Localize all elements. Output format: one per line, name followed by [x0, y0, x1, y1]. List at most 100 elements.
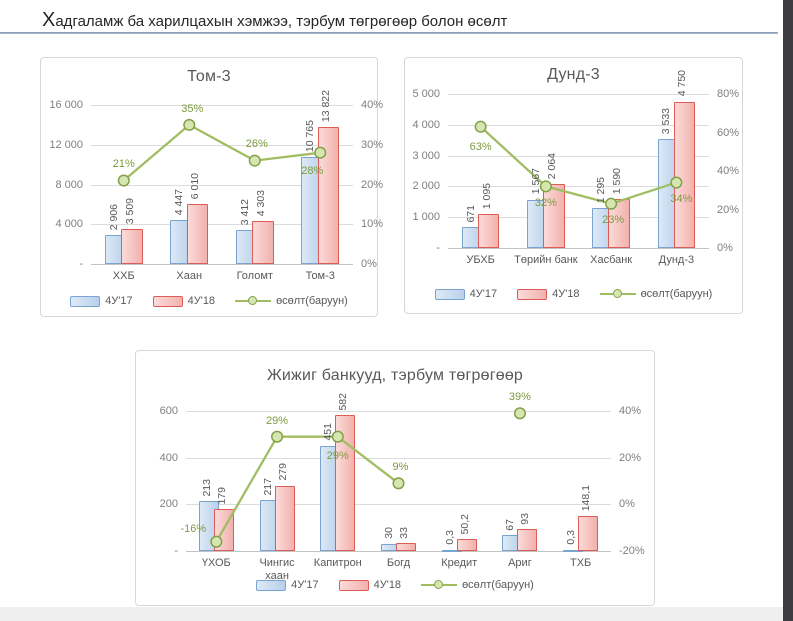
chart-dund3[interactable]: Дунд-3 5 000 4 000 3 000 2 000 1 000 - 80% 60% 40… [404, 57, 743, 314]
bar-2018 [673, 101, 696, 248]
bar-value-label: 4 750 [676, 70, 689, 97]
legend-line-swatch [235, 295, 272, 307]
legend-label: 4У'18 [552, 288, 580, 300]
legend-marker-dot [434, 580, 444, 589]
category-label: ТХБ [569, 557, 592, 569]
bottom-gray-band [0, 607, 793, 621]
gridline [91, 105, 353, 106]
right-axis-tick: 0% [361, 258, 377, 270]
right-axis-tick: 30% [361, 138, 384, 151]
bar-value-label: 179 [215, 486, 228, 505]
legend-label: 4У'17 [291, 579, 319, 591]
legend-swatch-2018 [338, 579, 369, 591]
growth-marker [513, 407, 526, 420]
bar-value-label: 1 095 [480, 183, 493, 210]
bar-value-label: 0,3 [443, 529, 456, 545]
chart-small-banks[interactable]: Жижиг банкууд, тэрбум төгрөгөөр 600 400 200… [135, 350, 655, 606]
category-label: Ариг [508, 557, 532, 569]
legend-item-2018: 4У'18 [152, 295, 215, 307]
legend-label: 4У'18 [373, 579, 402, 591]
legend-item-2018: 4У'18 [517, 288, 580, 300]
legend-item-2017: 4У'17 [434, 288, 497, 300]
category-label: ҮХОБ [201, 557, 231, 569]
category-label: Төрийн банк [514, 254, 578, 266]
bar-value-label: 67 [504, 518, 517, 531]
bar-value-label: 148,1 [580, 485, 593, 512]
legend-label: өсөлт(баруун) [276, 295, 348, 307]
gridline [448, 217, 709, 219]
bar-2018 [578, 516, 599, 551]
legend-swatch-2018 [517, 288, 548, 300]
left-axis-tick: 3 000 [412, 149, 440, 162]
left-axis-tick: 4 000 [55, 218, 83, 231]
category-label: Голомт [236, 270, 273, 282]
growth-percent-label: 32% [534, 197, 557, 210]
growth-percent-label: 21% [112, 157, 135, 170]
bar-value-label: 451 [322, 423, 335, 441]
bar-value-label: 6 010 [189, 173, 202, 200]
bar-2018 [477, 214, 500, 248]
gridline [91, 224, 353, 226]
left-axis-tick: 1 000 [412, 211, 440, 224]
page-title: Хадгаламж ба харилцахын хэмжээ, тэрбум т… [42, 9, 508, 31]
left-axis-tick: 12 000 [49, 138, 83, 151]
legend-item-2017: 4У'17 [256, 579, 319, 591]
right-axis-tick: 20% [619, 451, 642, 464]
gridline [448, 124, 709, 126]
growth-percent-label: 28% [301, 164, 324, 177]
legend-swatch-2017 [256, 579, 287, 591]
bar-value-label: 1 567 [529, 168, 542, 195]
bar-value-label: 0,3 [565, 529, 578, 545]
right-axis-tick: 20% [361, 178, 384, 191]
gridline [186, 411, 611, 412]
growth-percent-label: 23% [602, 213, 625, 226]
bar-value-label: 671 [464, 204, 477, 223]
legend-label: өсөлт(баруун) [462, 579, 534, 591]
growth-marker [248, 154, 261, 167]
bar-value-label: 10 765 [304, 119, 317, 153]
bar-2018 [317, 126, 340, 264]
growth-percent-label: 35% [181, 102, 204, 115]
right-axis-tick: 0% [619, 498, 635, 511]
chart-tom3[interactable]: Том-3 16 000 12 000 8 000 4 000 - 40% 30% 20% 10%… [40, 57, 383, 317]
right-axis-tick: 10% [361, 218, 384, 231]
bar-2018 [274, 485, 295, 551]
legend-swatch-2017 [70, 295, 101, 307]
legend-label: 4У'17 [105, 295, 133, 307]
left-axis-tick: - [436, 242, 440, 254]
legend-marker-dot [248, 296, 258, 305]
bar-value-label: 2 906 [107, 203, 120, 231]
bar-value-label: 582 [337, 392, 350, 411]
title-underline [0, 32, 778, 34]
legend-line-swatch [421, 579, 458, 591]
category-label: Дунд-3 [658, 254, 695, 266]
legend-item-2018: 4У'18 [338, 579, 402, 591]
growth-percent-label: -16% [180, 522, 207, 535]
chart-legend: 4У'17 4У'18 өсөлт(баруун) [136, 579, 654, 591]
growth-marker [392, 477, 405, 490]
legend-marker-dot [612, 289, 622, 298]
category-label: Богд [386, 557, 411, 569]
bar-value-label: 4 303 [254, 189, 267, 217]
bar-2018 [252, 221, 274, 264]
bar-2018 [335, 415, 356, 551]
bar-value-label: 213 [200, 478, 213, 497]
bar-value-label: 279 [276, 463, 289, 481]
category-label: Хасбанк [590, 254, 633, 266]
legend-label: өсөлт(баруун) [640, 288, 713, 300]
left-axis-tick: 8 000 [55, 178, 83, 191]
chart-title: Том-3 [187, 68, 231, 85]
chart-title: Дунд-3 [547, 66, 600, 83]
right-axis-tick: 20% [717, 203, 740, 216]
growth-percent-label: 39% [508, 391, 531, 404]
category-label: Том-3 [305, 270, 335, 282]
category-label: Кредит [441, 557, 478, 569]
growth-marker [271, 430, 284, 443]
gridline [448, 248, 709, 249]
bar-value-label: 1 590 [611, 167, 624, 195]
bar-value-label: 4 447 [173, 188, 186, 215]
legend-item-2017: 4У'17 [70, 295, 133, 307]
gridline [448, 155, 709, 157]
right-axis-tick: 40% [619, 405, 642, 417]
right-axis-tick: 40% [717, 165, 740, 177]
